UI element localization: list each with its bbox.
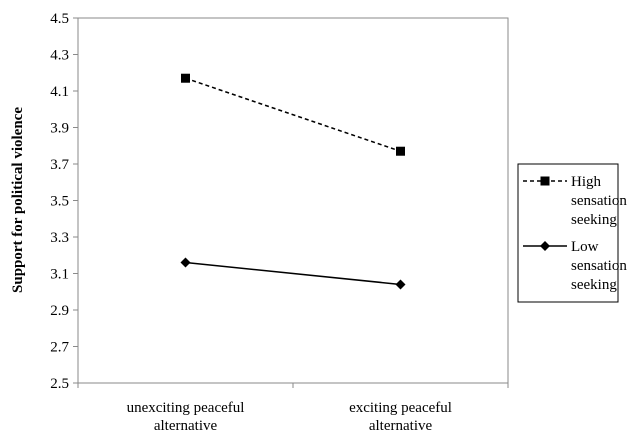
data-point-1 [180,257,191,268]
x-axis [77,383,509,388]
y-tick-label: 3.1 [50,267,69,283]
y-tick-label: 3.9 [50,121,69,137]
legend-box [517,163,619,303]
plot-area [77,17,509,384]
data-point-1 [395,279,406,290]
data-point-0 [181,73,190,83]
legend-label-0: High sensation seeking [571,174,627,228]
legend: High sensation seeking Low sensation seeking [517,163,627,303]
y-tick-label: 3.3 [50,230,69,246]
legend-marker-1 [540,241,550,251]
y-axis: 2.5 2.7 2.9 3.1 3.3 3.5 3.7 3.9 4.1 4.3 4.5 [50,11,78,392]
series-layer [180,73,406,290]
y-tick-label: 3.7 [50,157,69,173]
series-line-0 [185,77,401,152]
legend-marker-0 [540,176,550,186]
x-category-label: unexciting peaceful alternative [127,400,245,434]
y-tick-label: 2.7 [50,340,69,356]
series-line-1 [185,261,401,286]
y-tick-label: 2.9 [50,303,69,319]
category-labels: unexciting peaceful alternative exciting p… [127,400,452,434]
x-category-label: exciting peaceful alternative [349,400,452,434]
y-tick-label: 4.5 [50,11,69,27]
y-tick-label: 3.5 [50,194,69,210]
y-tick-label: 4.1 [50,84,69,100]
y-axis-label: Support for political violence [10,107,26,293]
data-point-0 [396,146,405,156]
y-tick-label: 2.5 [50,376,69,392]
y-tick-label: 4.3 [50,48,69,64]
legend-label-1: Low sensation seeking [571,239,627,293]
